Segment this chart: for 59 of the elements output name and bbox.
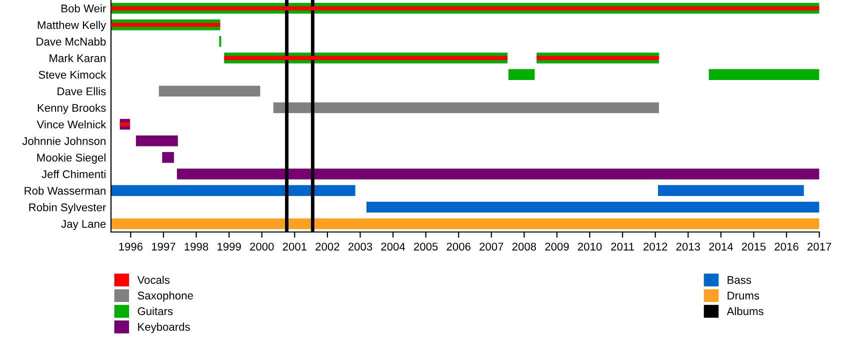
legend-label: Keyboards — [138, 322, 190, 333]
x-tick-label: 2006 — [446, 242, 470, 251]
y-tick-label: Kenny Brooks — [38, 104, 106, 114]
y-tick-label: Dave Ellis — [58, 87, 106, 96]
x-tick-label: 2013 — [676, 242, 700, 251]
bar — [658, 185, 804, 196]
y-tick-label: Jay Lane — [61, 220, 106, 230]
y-tick-label: Bob Weir — [62, 4, 106, 12]
bar — [120, 122, 130, 126]
bar — [111, 218, 820, 230]
x-tick-label: 2015 — [742, 242, 766, 251]
bar — [111, 185, 356, 196]
bar — [273, 102, 659, 114]
x-tick-label: 2012 — [644, 242, 668, 251]
bar — [111, 6, 820, 10]
x-tick-label: 2016 — [774, 242, 798, 251]
x-tick-label: 1996 — [119, 242, 143, 251]
x-tick-label: 2002 — [316, 242, 340, 251]
legend-label: Saxophone — [138, 291, 193, 302]
y-tick-label: Jeff Chimenti — [42, 170, 106, 178]
y-tick-label: Vince Welnick — [36, 120, 106, 128]
x-tick-label: 2014 — [709, 242, 733, 251]
bar — [508, 69, 535, 80]
y-tick-label: Matthew Kelly — [38, 20, 106, 32]
x-tick-label: 2004 — [381, 242, 406, 251]
bar — [708, 69, 820, 80]
bar — [111, 22, 220, 27]
y-tick-label: Johnnie Johnson — [22, 136, 106, 145]
x-tick-label: 2011 — [611, 242, 634, 251]
x-tick-label: 2007 — [480, 242, 504, 251]
x-tick-label: 1999 — [218, 242, 241, 251]
bar — [536, 56, 659, 60]
x-tick-label: 2010 — [578, 242, 602, 251]
x-tick-label: 2017 — [808, 242, 832, 251]
y-tick-label: Mookie Siegel — [37, 153, 106, 164]
bar — [162, 152, 174, 163]
x-tick-label: 1997 — [152, 242, 176, 251]
legend-label: Drums — [728, 292, 760, 300]
x-tick-label: 2005 — [414, 242, 438, 251]
legend-label: Vocals — [137, 276, 170, 284]
y-tick-label: Robin Sylvester — [29, 203, 106, 214]
legend-label: Bass — [728, 276, 752, 284]
legend-label: Guitars — [138, 307, 173, 316]
bar — [224, 56, 508, 60]
bar — [136, 135, 178, 146]
x-tick-label: 2009 — [545, 242, 569, 251]
bar — [158, 86, 260, 97]
y-tick-label: Steve Kimock — [38, 70, 106, 79]
bar — [366, 202, 820, 213]
legend-label: Albums — [726, 307, 764, 316]
y-tick-label: Mark Karan — [50, 54, 106, 62]
bar — [176, 168, 820, 180]
x-tick-label: 2008 — [512, 242, 536, 251]
x-tick-label: 2001 — [282, 242, 306, 251]
y-tick-label: Rob Wasserman — [24, 186, 106, 195]
x-tick-label: 2000 — [250, 242, 274, 251]
x-tick-label: 2003 — [348, 242, 372, 251]
x-tick-label: 1998 — [184, 242, 208, 251]
y-tick-label: Dave McNabb — [36, 37, 106, 46]
